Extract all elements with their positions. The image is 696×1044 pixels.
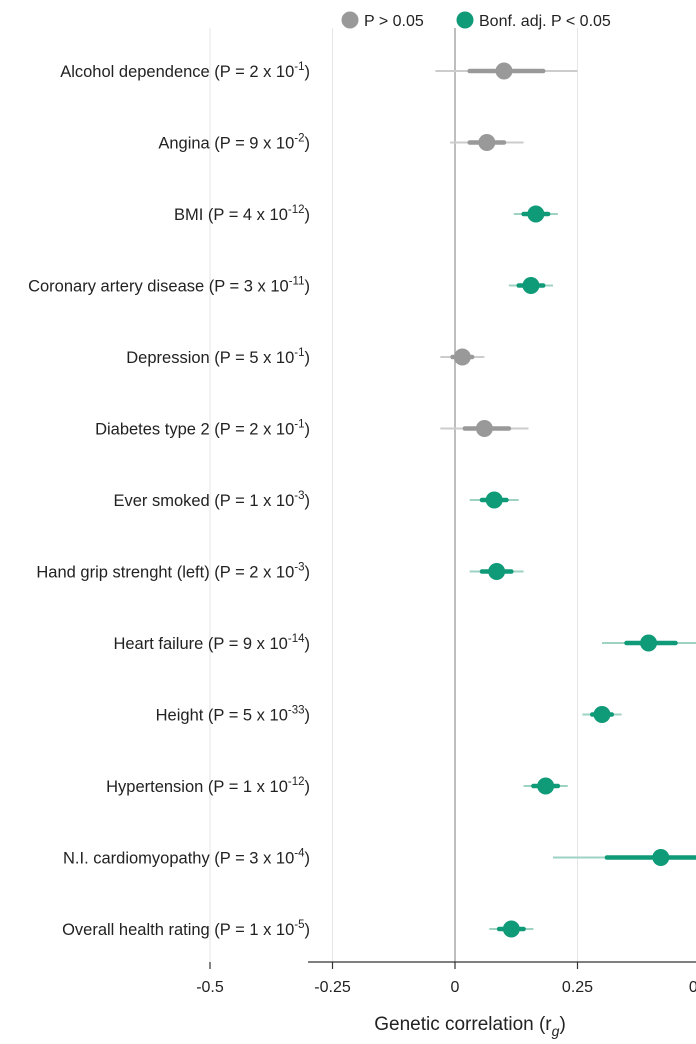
x-axis-title: Genetic correlation (rg) (374, 1014, 566, 1039)
row-5: Diabetes type 2 (P = 2 x 10-1) (95, 419, 529, 439)
row-1: Angina (P = 9 x 10-2) (158, 133, 524, 153)
row-label: Height (P = 5 x 10-33) (156, 705, 310, 725)
row-7: Hand grip strenght (left) (P = 2 x 10-3) (36, 562, 524, 582)
row-label: Heart failure (P = 9 x 10-14) (113, 633, 310, 653)
legend-label: P > 0.05 (364, 13, 424, 30)
point-marker (488, 563, 506, 580)
row-label: N.I. cardiomyopathy (P = 3 x 10-4) (63, 848, 310, 868)
point-marker (537, 777, 555, 795)
plot-rows: Alcohol dependence (P = 2 x 10-1) Angina … (28, 61, 696, 939)
point-marker (478, 134, 496, 151)
legend-swatch (341, 11, 359, 29)
row-label: Coronary artery disease (P = 3 x 10-11) (28, 276, 310, 296)
x-tick-label: 0.25 (562, 979, 593, 996)
row-0: Alcohol dependence (P = 2 x 10-1) (60, 61, 578, 81)
point-marker (640, 634, 658, 652)
row-label: BMI (P = 4 x 10-12) (174, 204, 310, 224)
x-tick-label: -0.5 (196, 979, 224, 996)
legend-item-0: P > 0.05 (341, 11, 424, 30)
row-8: Heart failure (P = 9 x 10-14) (113, 633, 696, 653)
row-10: Hypertension (P = 1 x 10-12) (106, 776, 568, 796)
point-marker (522, 277, 540, 294)
row-label: Angina (P = 9 x 10-2) (158, 133, 310, 153)
point-marker (527, 205, 545, 223)
row-label: Ever smoked (P = 1 x 10-3) (113, 490, 310, 510)
legend: P > 0.05 Bonf. adj. P < 0.05 (341, 11, 611, 30)
point-marker (495, 62, 513, 80)
row-3: Coronary artery disease (P = 3 x 10-11) (28, 276, 553, 296)
row-label: Diabetes type 2 (P = 2 x 10-1) (95, 419, 310, 439)
point-marker (485, 491, 503, 509)
row-label: Alcohol dependence (P = 2 x 10-1) (60, 61, 310, 81)
row-6: Ever smoked (P = 1 x 10-3) (113, 490, 519, 510)
x-tick-label: 0.5 (689, 979, 696, 996)
row-label: Depression (P = 5 x 10-1) (126, 347, 310, 367)
x-tick-label: 0 (451, 979, 460, 996)
point-marker (475, 420, 493, 437)
x-tick-label: -0.25 (314, 979, 351, 996)
point-marker (453, 348, 471, 366)
grid-lines (209, 28, 578, 962)
point-marker (593, 706, 611, 723)
point-marker (502, 920, 520, 938)
legend-label: Bonf. adj. P < 0.05 (479, 13, 611, 30)
row-label: Overall health rating (P = 1 x 10-5) (62, 919, 310, 939)
row-11: N.I. cardiomyopathy (P = 3 x 10-4) (63, 848, 696, 868)
point-marker (652, 849, 670, 866)
legend-swatch (456, 11, 474, 29)
row-12: Overall health rating (P = 1 x 10-5) (62, 919, 534, 939)
row-4: Depression (P = 5 x 10-1) (126, 347, 485, 367)
row-label: Hypertension (P = 1 x 10-12) (106, 776, 310, 796)
row-9: Height (P = 5 x 10-33) (156, 705, 622, 725)
row-2: BMI (P = 4 x 10-12) (174, 204, 558, 224)
row-label: Hand grip strenght (left) (P = 2 x 10-3) (36, 562, 310, 582)
legend-item-1: Bonf. adj. P < 0.05 (456, 11, 611, 30)
